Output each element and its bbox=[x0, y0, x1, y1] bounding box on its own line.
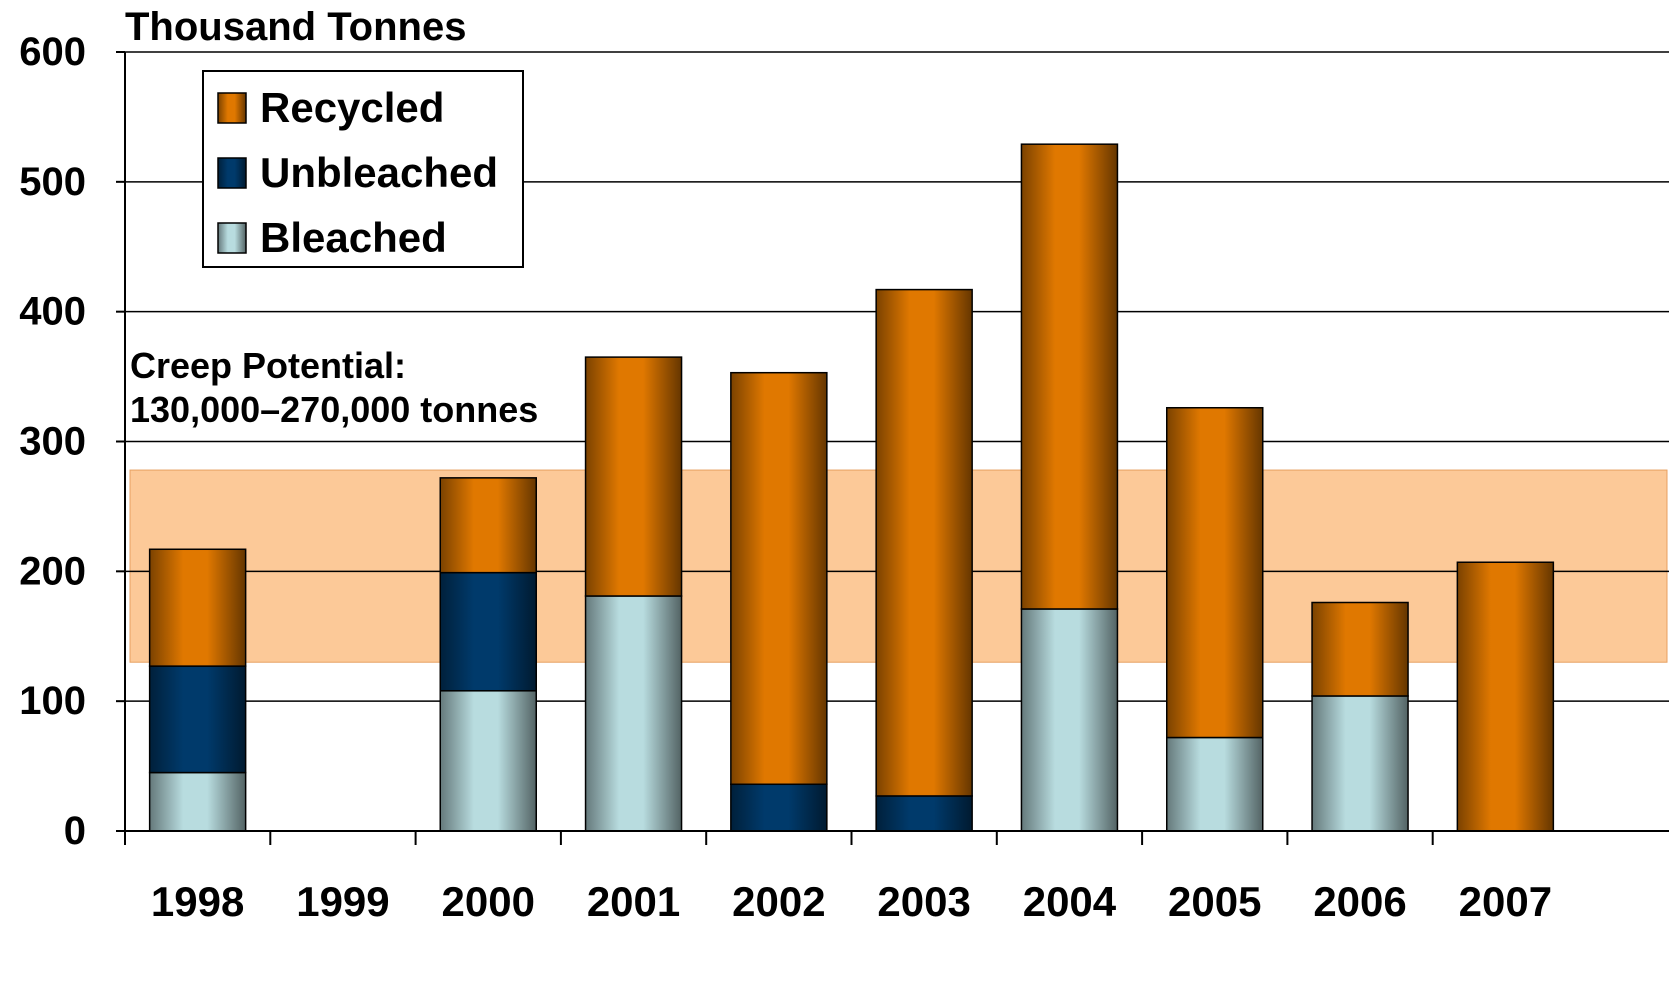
x-tick-label: 1998 bbox=[151, 878, 244, 925]
bar-bleached-2001 bbox=[584, 595, 683, 832]
axes bbox=[124, 52, 1669, 845]
legend-label-recycled: Recycled bbox=[260, 84, 444, 131]
y-tick-label: 600 bbox=[19, 30, 86, 74]
bar-recycled-2006 bbox=[1311, 601, 1409, 697]
bar-recycled-2003 bbox=[875, 288, 973, 797]
x-tick-label: 2001 bbox=[587, 878, 680, 925]
bar-bleached-2004 bbox=[1020, 608, 1119, 832]
y-tick-label: 400 bbox=[19, 290, 86, 334]
x-tick-label: 2005 bbox=[1168, 878, 1261, 925]
bar-unbleached-2003 bbox=[875, 795, 973, 832]
bar-unbleached-1998 bbox=[148, 665, 247, 774]
x-tick-label: 2000 bbox=[442, 878, 535, 925]
y-tick-label: 300 bbox=[19, 420, 86, 464]
x-tick-label: 2007 bbox=[1459, 878, 1552, 925]
legend: Recycled Unbleached Bleached bbox=[202, 70, 524, 268]
bars bbox=[148, 143, 1555, 832]
band-label-line1: Creep Potential: bbox=[130, 345, 406, 386]
x-tick-label: 2002 bbox=[732, 878, 825, 925]
x-tick-label: 2003 bbox=[877, 878, 970, 925]
bar-unbleached-2000 bbox=[439, 571, 537, 692]
bar-bleached-2005 bbox=[1166, 736, 1264, 832]
legend-box bbox=[202, 70, 524, 268]
bar-recycled-1998 bbox=[148, 548, 247, 667]
legend-label-unbleached: Unbleached bbox=[260, 149, 498, 196]
legend-swatch-unbleached bbox=[217, 157, 247, 189]
legend-swatch-bleached bbox=[217, 222, 247, 254]
y-tick-label: 200 bbox=[19, 549, 86, 593]
bar-recycled-2001 bbox=[584, 356, 683, 597]
x-tick-label: 2004 bbox=[1023, 878, 1117, 925]
legend-label-bleached: Bleached bbox=[260, 214, 447, 261]
bar-recycled-2007 bbox=[1456, 561, 1555, 832]
y-axis-label: Thousand Tonnes bbox=[125, 5, 466, 49]
bar-recycled-2002 bbox=[730, 371, 828, 786]
bar-bleached-2000 bbox=[439, 690, 537, 832]
bar-recycled-2000 bbox=[439, 477, 537, 574]
bar-recycled-2005 bbox=[1166, 406, 1264, 739]
y-tick-label: 100 bbox=[19, 679, 86, 723]
bar-unbleached-2002 bbox=[730, 783, 828, 832]
y-tick-label: 500 bbox=[19, 160, 86, 204]
x-tick-label: 2006 bbox=[1313, 878, 1406, 925]
x-tick-labels: 1998 1999 2000 2001 2002 2003 2004 2005 2006 2007 bbox=[151, 878, 1552, 925]
band-label-line2: 130,000–270,000 tonnes bbox=[130, 389, 538, 430]
x-tick-label: 1999 bbox=[296, 878, 389, 925]
bar-bleached-2006 bbox=[1311, 695, 1409, 832]
legend-swatch-recycled bbox=[217, 92, 247, 124]
bar-bleached-1998 bbox=[148, 771, 247, 832]
y-tick-labels: 0 100 200 300 400 500 600 bbox=[19, 30, 86, 853]
bar-recycled-2004 bbox=[1020, 143, 1119, 610]
y-tick-label: 0 bbox=[64, 809, 86, 853]
